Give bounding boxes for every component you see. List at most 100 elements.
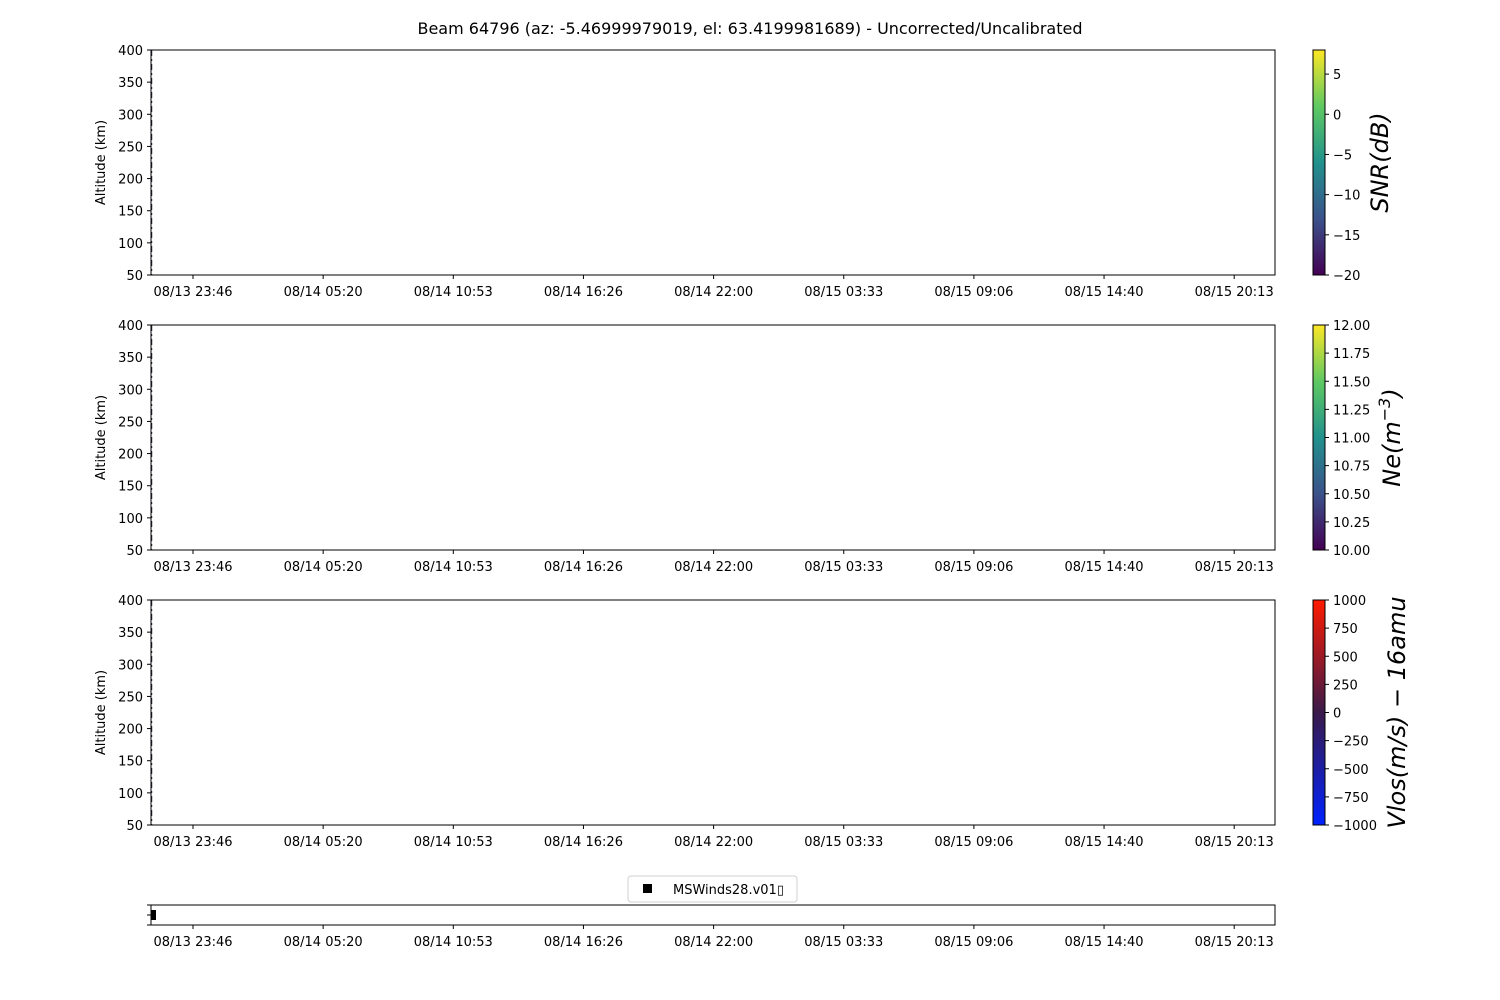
marker-panel-frame (150, 904, 1276, 926)
colorbar-tick-label: −750 (1333, 791, 1369, 806)
colorbar-tick-label: 10.50 (1333, 488, 1370, 503)
colorbar-tick-label: 11.50 (1333, 375, 1370, 390)
y-axis-label: Altitude (km) (94, 395, 109, 480)
y-tick-label: 400 (118, 594, 143, 609)
y-tick-label: 300 (118, 658, 143, 673)
y-tick-label: 400 (118, 44, 143, 59)
y-tick-label: 150 (118, 480, 143, 495)
plot-frame (150, 324, 1276, 551)
y-tick-label: 200 (118, 723, 143, 738)
colorbar-label: Ne(m−3) (1375, 388, 1406, 486)
legend-box (627, 875, 798, 903)
colorbar-label: Vlos(m/s) − 16amu (1383, 596, 1411, 828)
colorbar-tick-label: 750 (1333, 622, 1358, 637)
x-tick-label: 08/15 09:06 (934, 835, 1013, 850)
y-tick-label: 300 (118, 383, 143, 398)
x-tick-label: 08/15 09:06 (934, 285, 1013, 300)
x-tick-label: 08/13 23:46 (153, 835, 232, 850)
colorbar-tick-label: 1000 (1333, 594, 1366, 609)
y-tick-label: 50 (126, 544, 143, 559)
y-tick-label: 350 (118, 351, 143, 366)
y-tick-label: 50 (126, 269, 143, 284)
colorbar-tick-label: −20 (1333, 269, 1360, 284)
legend-label: MSWinds28.v01▯ (673, 883, 784, 898)
y-tick-label: 50 (126, 819, 143, 834)
colorbar (1312, 599, 1326, 826)
colorbar-tick-label: 5 (1333, 68, 1341, 83)
x-tick-label: 08/13 23:46 (153, 935, 232, 950)
y-tick-label: 200 (118, 173, 143, 188)
x-tick-label: 08/15 20:13 (1195, 560, 1274, 575)
colorbar-label: SNR(dB) (1366, 112, 1394, 212)
colorbar (1312, 49, 1326, 276)
x-tick-label: 08/15 14:40 (1065, 835, 1144, 850)
y-tick-label: 350 (118, 76, 143, 91)
colorbar-tick-label: −1000 (1333, 819, 1377, 834)
y-tick-label: 100 (118, 787, 143, 802)
y-tick-label: 150 (118, 205, 143, 220)
x-tick-label: 08/14 10:53 (414, 835, 493, 850)
colorbar-tick-label: 10.00 (1333, 544, 1370, 559)
x-tick-label: 08/15 20:13 (1195, 835, 1274, 850)
x-tick-label: 08/14 05:20 (284, 935, 363, 950)
x-tick-label: 08/15 14:40 (1065, 560, 1144, 575)
colorbar-tick-label: 250 (1333, 678, 1358, 693)
y-tick-label: 100 (118, 512, 143, 527)
x-tick-label: 08/14 10:53 (414, 285, 493, 300)
x-tick-label: 08/14 05:20 (284, 835, 363, 850)
colorbar-tick-label: 500 (1333, 650, 1358, 665)
legend-marker-icon (643, 884, 652, 893)
plot-frame (150, 599, 1276, 826)
x-tick-label: 08/15 03:33 (804, 285, 883, 300)
colorbar-tick-label: −5 (1333, 148, 1352, 163)
x-tick-label: 08/15 14:40 (1065, 285, 1144, 300)
colorbar-tick-label: 10.25 (1333, 516, 1370, 531)
x-tick-label: 08/14 16:26 (544, 835, 623, 850)
colorbar-tick-label: −500 (1333, 763, 1369, 778)
x-tick-label: 08/14 16:26 (544, 560, 623, 575)
x-tick-label: 08/14 10:53 (414, 560, 493, 575)
colorbar-tick-label: 11.00 (1333, 432, 1370, 447)
colorbar-tick-label: 10.75 (1333, 460, 1370, 475)
x-tick-label: 08/14 22:00 (674, 935, 753, 950)
x-tick-label: 08/14 10:53 (414, 935, 493, 950)
y-tick-label: 100 (118, 237, 143, 252)
y-tick-label: 150 (118, 755, 143, 770)
x-tick-label: 08/14 16:26 (544, 285, 623, 300)
x-tick-label: 08/14 05:20 (284, 560, 363, 575)
x-tick-label: 08/15 20:13 (1195, 285, 1274, 300)
y-tick-label: 250 (118, 415, 143, 430)
y-tick-label: 400 (118, 319, 143, 334)
y-tick-label: 250 (118, 140, 143, 155)
plot-frame (150, 49, 1276, 276)
x-tick-label: 08/15 03:33 (804, 560, 883, 575)
x-tick-label: 08/15 09:06 (934, 560, 1013, 575)
x-tick-label: 08/13 23:46 (153, 285, 232, 300)
x-tick-label: 08/15 09:06 (934, 935, 1013, 950)
x-tick-label: 08/15 14:40 (1065, 935, 1144, 950)
colorbar-tick-label: 0 (1333, 707, 1341, 722)
x-tick-label: 08/13 23:46 (153, 560, 232, 575)
y-tick-label: 350 (118, 626, 143, 641)
chart-title: Beam 64796 (az: -5.46999979019, el: 63.4… (417, 19, 1082, 38)
colorbar-tick-label: 0 (1333, 108, 1341, 123)
x-tick-label: 08/14 22:00 (674, 835, 753, 850)
data-marker (151, 910, 156, 920)
x-tick-label: 08/15 20:13 (1195, 935, 1274, 950)
colorbar-tick-label: 11.25 (1333, 403, 1370, 418)
y-tick-label: 200 (118, 448, 143, 463)
x-tick-label: 08/14 05:20 (284, 285, 363, 300)
colorbar-tick-label: −15 (1333, 229, 1360, 244)
colorbar-tick-label: −250 (1333, 735, 1369, 750)
x-tick-label: 08/14 22:00 (674, 560, 753, 575)
x-tick-label: 08/15 03:33 (804, 935, 883, 950)
y-axis-label: Altitude (km) (94, 120, 109, 205)
y-axis-label: Altitude (km) (94, 670, 109, 755)
y-tick-label: 300 (118, 108, 143, 123)
x-tick-label: 08/15 03:33 (804, 835, 883, 850)
colorbar (1312, 324, 1326, 551)
colorbar-tick-label: −10 (1333, 189, 1360, 204)
colorbar-tick-label: 11.75 (1333, 347, 1370, 362)
y-tick-label: 250 (118, 690, 143, 705)
